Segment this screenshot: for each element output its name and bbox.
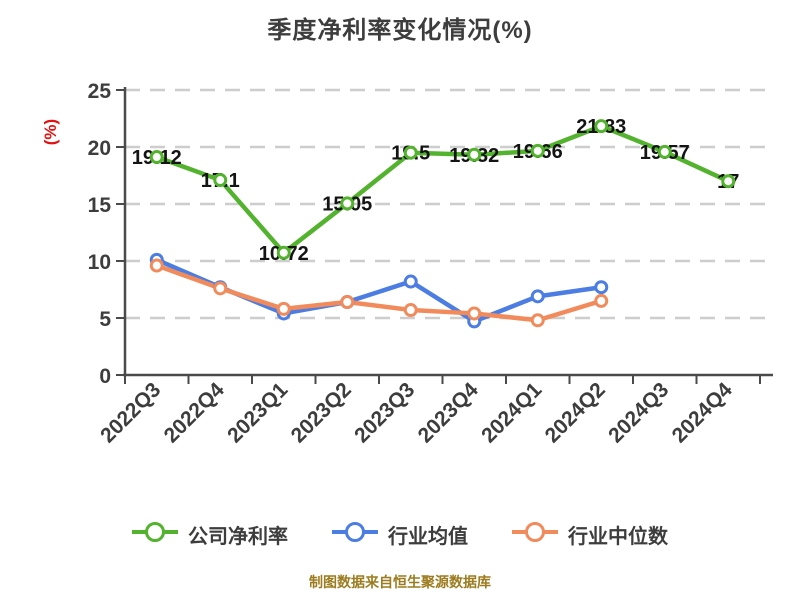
legend-label: 公司净利率 [188, 526, 288, 548]
legend-item-industry-median[interactable]: 行业中位数 [512, 520, 668, 549]
svg-text:15: 15 [88, 194, 112, 217]
legend-item-industry-mean[interactable]: 行业均值 [332, 520, 468, 549]
legend: 公司净利率 行业均值 行业中位数 [0, 520, 800, 549]
svg-text:2023Q2: 2023Q2 [287, 378, 356, 447]
green-line-marker-icon [132, 520, 178, 549]
svg-text:5: 5 [99, 308, 111, 331]
legend-item-company-net-margin[interactable]: 公司净利率 [132, 520, 288, 549]
svg-text:0: 0 [99, 365, 111, 388]
svg-text:2024Q1: 2024Q1 [477, 378, 546, 447]
svg-text:2022Q3: 2022Q3 [96, 378, 165, 447]
plot-area: 2022Q32022Q42023Q12023Q22023Q32023Q42024… [88, 80, 773, 447]
svg-text:2024Q3: 2024Q3 [604, 378, 673, 447]
legend-label: 行业均值 [388, 526, 468, 548]
legend-label: 行业中位数 [568, 526, 668, 548]
svg-text:10: 10 [88, 251, 111, 274]
svg-text:2023Q4: 2023Q4 [414, 378, 483, 447]
svg-text:2023Q3: 2023Q3 [350, 378, 419, 447]
svg-text:2024Q2: 2024Q2 [541, 378, 610, 447]
orange-line-marker-icon [512, 520, 558, 549]
svg-text:2022Q4: 2022Q4 [160, 378, 229, 447]
footer-note: 制图数据来自恒生聚源数据库 [309, 574, 491, 590]
svg-text:2023Q1: 2023Q1 [223, 378, 292, 447]
chart-title: 季度净利率变化情况(%) [267, 17, 533, 44]
svg-text:20: 20 [88, 137, 111, 160]
blue-line-marker-icon [332, 520, 378, 549]
svg-text:2024Q4: 2024Q4 [668, 378, 737, 447]
svg-text:25: 25 [88, 80, 112, 103]
